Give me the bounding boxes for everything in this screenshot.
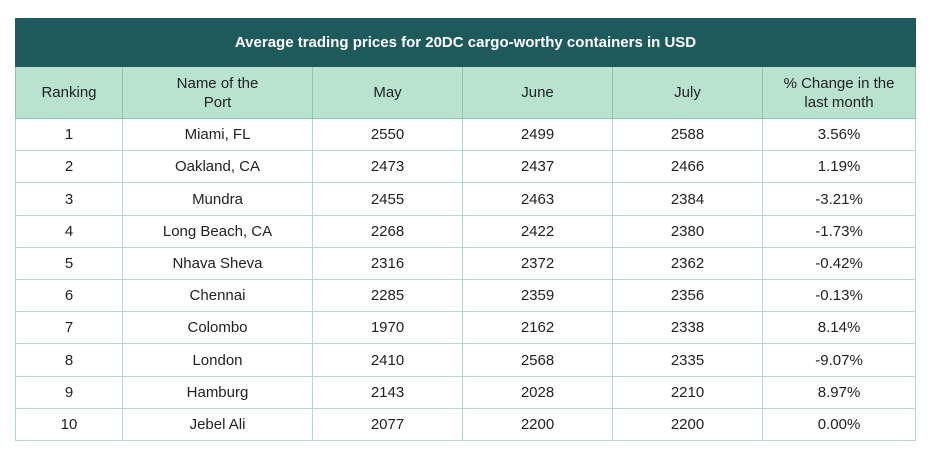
cell-port: Hamburg — [122, 376, 313, 409]
cell-port: Miami, FL — [122, 118, 313, 151]
cell-change: -0.13% — [761, 279, 917, 312]
cell-change: 1.19% — [761, 150, 917, 183]
table-container: Average trading prices for 20DC cargo-wo… — [14, 18, 917, 441]
cell-change: 8.14% — [761, 311, 917, 344]
cell-port: Long Beach, CA — [122, 215, 313, 248]
column-header-may: May — [312, 66, 463, 119]
cell-ranking: 1 — [15, 118, 123, 151]
cell-june: 2422 — [462, 215, 613, 248]
cell-june: 2028 — [462, 376, 613, 409]
cell-june: 2359 — [462, 279, 613, 312]
cell-june: 2437 — [462, 150, 613, 183]
cell-change: -9.07% — [761, 343, 917, 377]
cell-may: 2410 — [312, 343, 463, 377]
cell-july: 2384 — [612, 182, 763, 216]
cell-change: 0.00% — [761, 408, 917, 441]
column-header-change: % Change in the last month — [761, 66, 917, 119]
cell-july: 2362 — [612, 247, 763, 280]
cell-may: 2077 — [312, 408, 463, 441]
cell-july: 2466 — [612, 150, 763, 183]
table-body: 1 Miami, FL 2550 2499 2588 3.56% 2 Oakland, CA 2… — [15, 118, 917, 441]
table-row: 4 Long Beach, CA 2268 2422 2380 -1.73% — [15, 215, 917, 248]
cell-ranking: 7 — [15, 311, 123, 344]
cell-port: Jebel Ali — [122, 408, 313, 441]
price-table: Average trading prices for 20DC cargo-wo… — [14, 18, 917, 441]
table-title: Average trading prices for 20DC cargo-wo… — [14, 18, 917, 67]
cell-ranking: 5 — [15, 247, 123, 280]
cell-change: -0.42% — [761, 247, 917, 280]
cell-june: 2372 — [462, 247, 613, 280]
table-row: 10 Jebel Ali 2077 2200 2200 0.00% — [15, 408, 917, 441]
cell-change: -3.21% — [761, 182, 917, 216]
cell-ranking: 8 — [15, 343, 123, 377]
cell-june: 2463 — [462, 182, 613, 216]
cell-july: 2588 — [612, 118, 763, 151]
column-header-june: June — [462, 66, 613, 119]
cell-july: 2380 — [612, 215, 763, 248]
table-row: 6 Chennai 2285 2359 2356 -0.13% — [15, 279, 917, 312]
cell-change: -1.73% — [761, 215, 917, 248]
cell-july: 2335 — [612, 343, 763, 377]
cell-may: 2455 — [312, 182, 463, 216]
cell-june: 2499 — [462, 118, 613, 151]
cell-ranking: 4 — [15, 215, 123, 248]
cell-port: Mundra — [122, 182, 313, 216]
cell-port: London — [122, 343, 313, 377]
table-row: 2 Oakland, CA 2473 2437 2466 1.19% — [15, 150, 917, 183]
cell-may: 1970 — [312, 311, 463, 344]
cell-july: 2210 — [612, 376, 763, 409]
cell-july: 2356 — [612, 279, 763, 312]
cell-ranking: 10 — [15, 408, 123, 441]
cell-port: Nhava Sheva — [122, 247, 313, 280]
table-row: 3 Mundra 2455 2463 2384 -3.21% — [15, 182, 917, 216]
cell-change: 3.56% — [761, 118, 917, 151]
table-row: 8 London 2410 2568 2335 -9.07% — [15, 343, 917, 377]
column-header-july: July — [612, 66, 763, 119]
cell-june: 2568 — [462, 343, 613, 377]
cell-may: 2268 — [312, 215, 463, 248]
cell-port: Colombo — [122, 311, 313, 344]
cell-july: 2338 — [612, 311, 763, 344]
cell-july: 2200 — [612, 408, 763, 441]
table-row: 1 Miami, FL 2550 2499 2588 3.56% — [15, 118, 917, 151]
table-row: 5 Nhava Sheva 2316 2372 2362 -0.42% — [15, 247, 917, 280]
cell-june: 2200 — [462, 408, 613, 441]
cell-may: 2316 — [312, 247, 463, 280]
cell-port: Chennai — [122, 279, 313, 312]
column-header-ranking: Ranking — [15, 66, 123, 119]
cell-port: Oakland, CA — [122, 150, 313, 183]
cell-ranking: 9 — [15, 376, 123, 409]
table-row: 7 Colombo 1970 2162 2338 8.14% — [15, 311, 917, 344]
table-row: 9 Hamburg 2143 2028 2210 8.97% — [15, 376, 917, 409]
title-row: Average trading prices for 20DC cargo-wo… — [14, 18, 917, 67]
cell-ranking: 6 — [15, 279, 123, 312]
cell-change: 8.97% — [761, 376, 917, 409]
cell-june: 2162 — [462, 311, 613, 344]
cell-may: 2550 — [312, 118, 463, 151]
cell-may: 2473 — [312, 150, 463, 183]
cell-may: 2143 — [312, 376, 463, 409]
cell-ranking: 3 — [15, 182, 123, 216]
cell-ranking: 2 — [15, 150, 123, 183]
column-header-port: Name of the Port — [122, 66, 313, 119]
cell-may: 2285 — [312, 279, 463, 312]
header-row: Ranking Name of the Port May June July %… — [15, 66, 917, 119]
